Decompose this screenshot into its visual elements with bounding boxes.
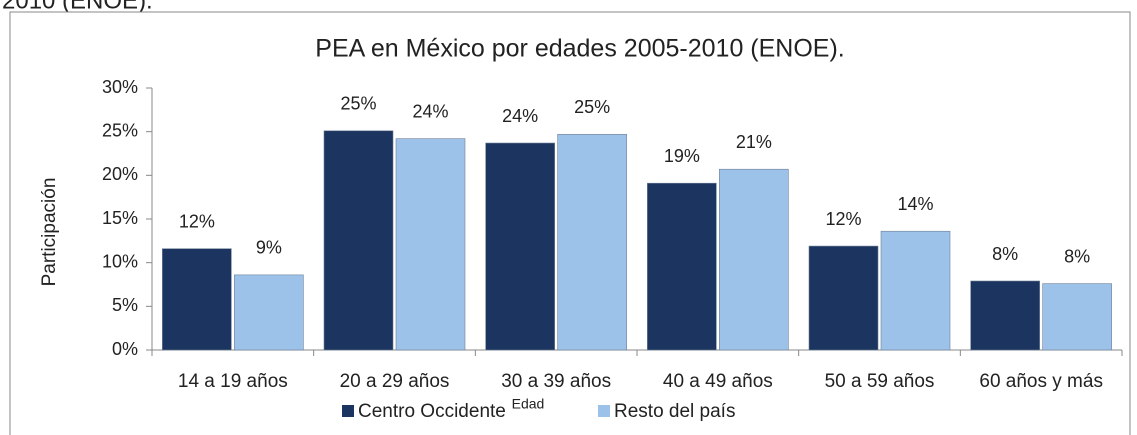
legend-swatch	[598, 405, 610, 417]
bar	[647, 182, 717, 351]
value-label: 8%	[1064, 246, 1090, 266]
value-label: 21%	[736, 132, 772, 152]
value-label: 12%	[825, 209, 861, 229]
chart-title: PEA en México por edades 2005-2010 (ENOE…	[315, 35, 844, 63]
bar	[162, 248, 232, 351]
legend-label: Centro Occidente	[358, 401, 506, 422]
x-tick-label: 30 a 39 años	[501, 371, 611, 392]
value-label: 14%	[897, 194, 933, 214]
value-label: 12%	[179, 211, 215, 231]
bar	[323, 130, 394, 351]
legend-label: Resto del país	[614, 401, 735, 422]
page-heading: 2010 (ENOE).	[2, 0, 153, 14]
value-label: 19%	[664, 146, 700, 166]
x-axis-label: Edad	[512, 396, 545, 412]
value-label: 25%	[340, 94, 376, 114]
bar	[395, 138, 466, 351]
y-axis-label: Participación	[39, 178, 60, 287]
bar	[808, 245, 879, 351]
bar	[970, 280, 1040, 351]
value-label: 24%	[412, 101, 448, 121]
bar	[719, 168, 789, 351]
bar	[880, 230, 951, 351]
y-tick-label: 20%	[102, 164, 138, 184]
bar	[485, 142, 555, 351]
x-tick-label: 50 a 59 años	[825, 371, 935, 392]
y-tick-label: 15%	[102, 208, 138, 228]
value-label: 25%	[574, 97, 610, 117]
y-tick-label: 30%	[102, 77, 138, 97]
legend-swatch	[342, 405, 354, 417]
bar	[557, 133, 627, 351]
x-tick-label: 40 a 49 años	[663, 371, 773, 392]
bar	[1042, 283, 1112, 351]
y-tick-label: 0%	[112, 339, 138, 359]
y-tick-label: 25%	[102, 120, 138, 140]
x-tick-label: 60 años y más	[979, 371, 1103, 392]
value-label: 9%	[256, 238, 282, 258]
x-tick-label: 14 a 19 años	[178, 371, 288, 392]
x-tick-label: 20 a 29 años	[340, 371, 450, 392]
value-label: 24%	[502, 106, 538, 126]
value-label: 8%	[992, 244, 1018, 264]
bar	[234, 274, 304, 351]
y-tick-label: 5%	[112, 295, 138, 315]
y-tick-label: 10%	[102, 251, 138, 271]
